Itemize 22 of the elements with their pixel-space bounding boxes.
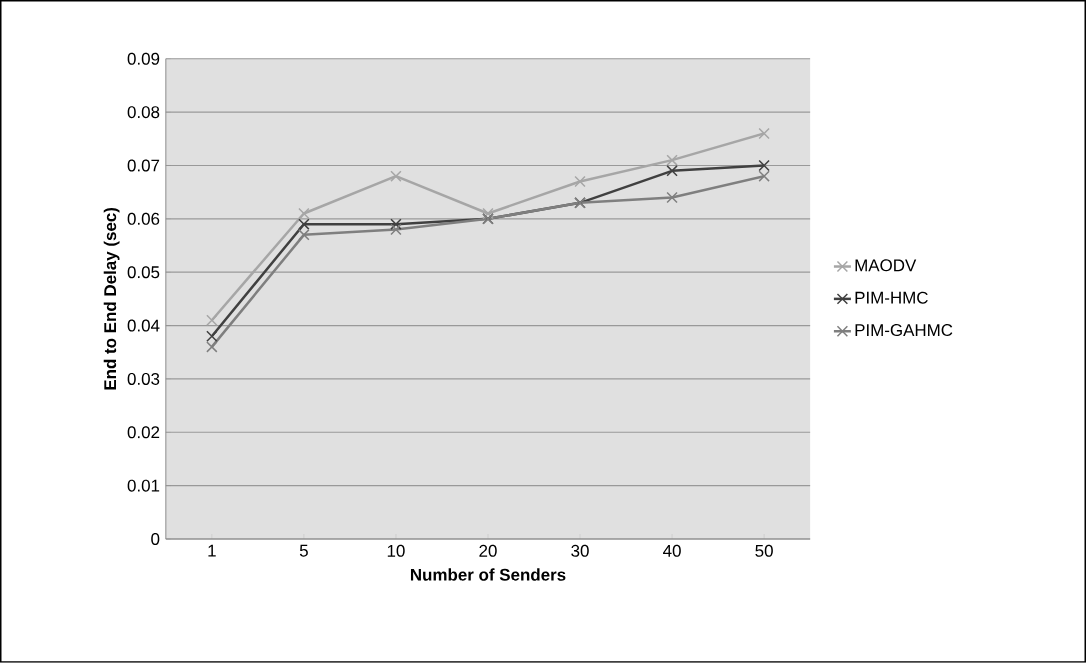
y-tick-label: 0.06: [127, 212, 160, 225]
legend-label: MAODV: [855, 259, 917, 272]
y-tick-label: 0.07: [127, 159, 160, 172]
y-tick-label: 0.01: [127, 479, 160, 492]
x-tick-label: 10: [387, 544, 405, 557]
y-tick-label: 0.08: [127, 106, 160, 119]
y-axis-title: End to End Delay (sec): [103, 208, 120, 390]
x-tick-label: 5: [299, 544, 308, 557]
legend-label: PIM-GAHMC: [855, 324, 953, 337]
legend-label: PIM-HMC: [855, 291, 928, 304]
y-tick-label: 0: [151, 533, 160, 546]
x-tick-label: 50: [755, 544, 773, 557]
y-tick-label: 0.09: [127, 52, 160, 65]
y-tick-label: 0.03: [127, 373, 160, 386]
y-tick-label: 0.05: [127, 266, 160, 279]
x-tick-label: 1: [208, 544, 216, 557]
y-tick-label: 0.04: [127, 319, 160, 332]
y-tick-label: 0.02: [127, 426, 160, 439]
x-tick-label: 30: [571, 544, 589, 557]
x-tick-label: 40: [663, 544, 681, 557]
x-axis-title: Number of Senders: [410, 568, 566, 581]
x-tick-label: 20: [479, 544, 497, 557]
